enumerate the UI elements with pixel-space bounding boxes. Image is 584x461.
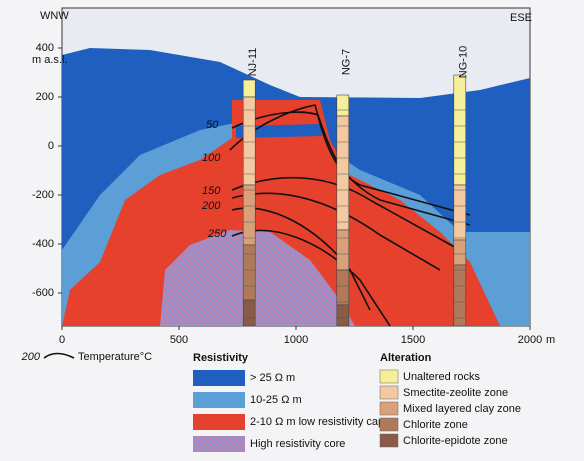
well-segment: [337, 270, 349, 305]
legend-label: > 25 Ω m: [250, 372, 295, 384]
direction-left: WNW: [40, 10, 69, 22]
direction-right: ESE: [510, 12, 532, 24]
isotherm-label: 250: [207, 228, 227, 240]
legend-swatch: [193, 436, 245, 452]
legend-swatch: [380, 386, 398, 399]
well-segment: [454, 265, 466, 326]
isotherm-label: 100: [202, 152, 221, 164]
x-tick-label: 0: [59, 334, 65, 346]
x-tick-label: 2000: [518, 334, 542, 346]
y-tick-label: 400: [36, 42, 54, 54]
y-axis-unit: m a.s.l.: [32, 54, 67, 66]
isotherm-label: 50: [206, 119, 219, 131]
alteration-title: Alteration: [380, 352, 432, 364]
legend-swatch: [193, 370, 245, 386]
well-label: NJ-11: [247, 48, 259, 77]
well-segment: [243, 185, 255, 245]
y-tick-label: 0: [48, 140, 54, 152]
well-segment: [454, 240, 466, 265]
legend-label: Chlorite zone: [403, 419, 468, 431]
x-axis-unit: m: [546, 334, 555, 346]
legend-label: Smectite-zeolite zone: [403, 387, 508, 399]
x-tick-label: 500: [170, 334, 188, 346]
legend-swatch: [380, 434, 398, 447]
cross-section: 50 100 150 200 250 WNW ESE m a.s.l. 200 …: [0, 0, 584, 461]
legend-swatch: [380, 402, 398, 415]
well-segment: [454, 75, 466, 185]
well-segment: [337, 95, 349, 116]
well-segment: [454, 185, 466, 240]
y-tick-label: -400: [32, 238, 54, 250]
well-segment: [243, 300, 255, 326]
well-segment: [243, 245, 255, 300]
legend-label: Chlorite-epidote zone: [403, 435, 508, 447]
well-segment: [337, 116, 349, 230]
y-tick-label: -600: [32, 287, 54, 299]
legend-label: Unaltered rocks: [403, 371, 481, 383]
temperature-sample: 200: [21, 351, 41, 363]
resistivity-title: Resistivity: [193, 352, 249, 364]
y-tick-label: 200: [36, 91, 54, 103]
well-segment: [243, 80, 255, 97]
legend-label: Mixed layered clay zone: [403, 403, 521, 415]
x-tick-label: 1000: [284, 334, 308, 346]
y-tick-label: -200: [32, 189, 54, 201]
legend-label: 10-25 Ω m: [250, 394, 302, 406]
x-tick-label: 1500: [401, 334, 425, 346]
well-segment: [337, 230, 349, 270]
legend-swatch: [380, 418, 398, 431]
legend-swatch: [193, 414, 245, 430]
legend-swatch: [380, 370, 398, 383]
legend-label: High resistivity core: [250, 438, 345, 450]
well-segment: [337, 305, 349, 326]
legend-swatch: [193, 392, 245, 408]
isotherm-label: 150: [202, 185, 221, 197]
well-label: NG-10: [458, 46, 470, 78]
well-label: NG-7: [341, 49, 353, 75]
legend-label: 2-10 Ω m low resistivity cap: [250, 416, 384, 428]
temperature-label: Temperature°C: [78, 351, 152, 363]
isotherm-label: 200: [201, 200, 221, 212]
